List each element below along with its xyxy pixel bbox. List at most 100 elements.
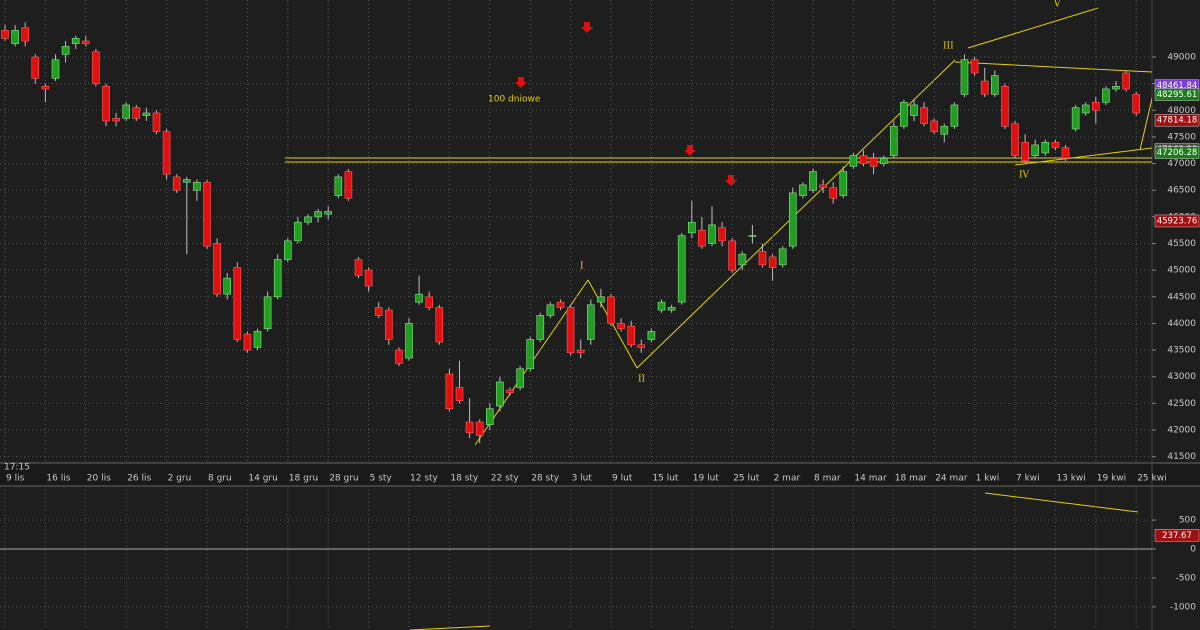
- candle-body: [354, 259, 363, 276]
- candle-body: [667, 307, 676, 311]
- candle-body: [889, 125, 898, 156]
- candle-body: [405, 323, 413, 359]
- trend-line: [967, 7, 1099, 49]
- price-label-box: [1154, 214, 1200, 228]
- y-tick-label: 0: [1190, 545, 1196, 555]
- arrow: [684, 145, 696, 156]
- candle-body: [829, 187, 838, 199]
- candle-body: [112, 117, 120, 122]
- candle-body: [556, 301, 565, 308]
- candle-body: [102, 86, 110, 122]
- y-tick-label: 42000: [1167, 426, 1196, 436]
- price-label-box: [1154, 529, 1200, 542]
- y-tick-label: 47500: [1167, 132, 1196, 142]
- candle-body: [698, 229, 706, 247]
- candle-body: [1132, 94, 1140, 114]
- trend-line: [409, 625, 491, 630]
- trend-line: [1014, 147, 1152, 166]
- candle-body: [1, 30, 9, 39]
- y-tick-label: 43000: [1167, 372, 1196, 382]
- x-tick-label: 14 mar: [854, 474, 887, 484]
- candle-body: [687, 221, 696, 234]
- x-tick-label: 22 sty: [491, 474, 520, 484]
- candle-body: [950, 104, 959, 127]
- candle-body: [304, 216, 312, 223]
- price-panel: [0, 0, 1152, 462]
- candle-body: [576, 349, 585, 354]
- candle-body: [465, 421, 474, 433]
- y-tick-label: 44000: [1167, 319, 1196, 329]
- x-tick-label: 20 lis: [87, 474, 111, 484]
- candle-body: [243, 333, 252, 351]
- candle-body: [516, 368, 524, 388]
- x-tick-label: 9 lis: [6, 474, 25, 484]
- arrow: [581, 22, 593, 33]
- trend-line: [1139, 96, 1152, 151]
- candle-body: [900, 102, 908, 127]
- arrow: [725, 175, 737, 186]
- candle-body: [607, 296, 615, 324]
- x-tick-label: 26 lis: [127, 474, 151, 484]
- candle-body: [193, 181, 201, 191]
- candle-body: [31, 56, 40, 79]
- trend-line: [587, 279, 638, 369]
- wave-label: I: [580, 262, 584, 272]
- x-tick-label: 8 mar: [814, 474, 841, 484]
- candle-body: [1061, 147, 1070, 159]
- candle-body: [51, 59, 60, 79]
- candle-body: [970, 59, 979, 74]
- x-tick-label: 16 lis: [46, 474, 70, 484]
- candle-body: [799, 184, 807, 196]
- x-tick-label: 7 kwi: [1016, 474, 1040, 484]
- candle-body: [1081, 104, 1090, 114]
- candle-body: [940, 125, 949, 135]
- candle-body: [506, 389, 514, 394]
- candle-body: [930, 120, 939, 132]
- candle-body: [1021, 141, 1029, 162]
- wave-label: II: [638, 375, 646, 385]
- price-label: 48461.84: [1157, 81, 1198, 91]
- time-axis: [0, 464, 1200, 486]
- wave-label: IV: [1019, 171, 1030, 181]
- candle-body: [395, 349, 403, 364]
- y-tick-label: 46500: [1167, 186, 1196, 196]
- candle-body: [859, 155, 868, 164]
- candle-body: [546, 304, 555, 316]
- x-tick-label: 5 sty: [370, 474, 393, 484]
- x-tick-label: 13 kwi: [1056, 474, 1085, 484]
- candle-body: [1011, 123, 1019, 156]
- candle-body: [637, 344, 646, 348]
- x-tick-label: 19 kwi: [1097, 474, 1126, 484]
- x-tick-label: 18 sty: [450, 474, 479, 484]
- candle-body: [374, 307, 383, 316]
- candle-body: [869, 157, 878, 167]
- y-tick-label: 44500: [1167, 292, 1196, 302]
- candle-body: [253, 331, 262, 348]
- candle-body: [1001, 86, 1009, 127]
- x-tick-label: 19 lut: [693, 474, 720, 484]
- candle-body: [768, 256, 777, 268]
- y-tick-label: 41500: [1167, 452, 1196, 462]
- time-label: 17:15: [4, 463, 30, 473]
- wave-label: V: [1053, 0, 1061, 10]
- candle-body: [849, 155, 858, 167]
- candle-body: [324, 211, 333, 215]
- y-tick-label: 47000: [1167, 159, 1196, 169]
- candle-body: [1041, 141, 1050, 154]
- candle-body: [758, 251, 767, 266]
- x-tick-label: 15 lut: [652, 474, 679, 484]
- wave-labels: I II III IV V: [580, 0, 1061, 385]
- oscillator-panel: [0, 490, 1152, 630]
- x-tick-label: 25 lut: [733, 474, 760, 484]
- candle-body: [1102, 88, 1110, 103]
- y-tick-label: 43500: [1167, 346, 1196, 356]
- x-tick-label: 28 gru: [329, 474, 358, 484]
- candle-body: [203, 181, 211, 247]
- candle-body: [21, 27, 30, 42]
- y-tick-label: 500: [1179, 516, 1196, 526]
- candle-body: [82, 40, 90, 44]
- candle-body: [526, 339, 535, 370]
- candle-body: [92, 51, 100, 84]
- price-label-box: [1154, 146, 1200, 159]
